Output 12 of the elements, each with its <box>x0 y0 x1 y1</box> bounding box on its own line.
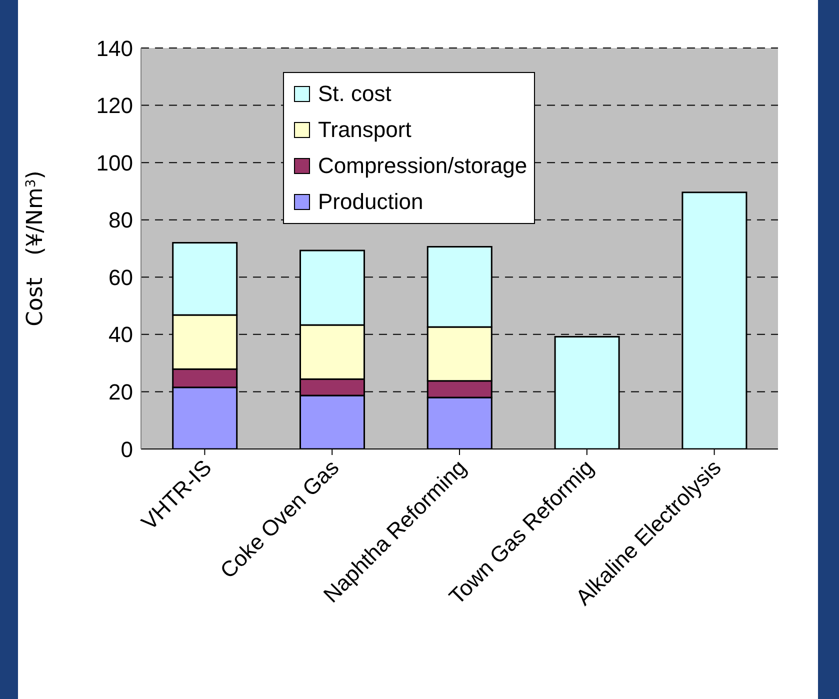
y-tick-label: 20 <box>108 380 133 405</box>
legend-label: Transport <box>318 116 412 144</box>
y-tick-label: 60 <box>108 264 133 290</box>
legend-label: Production <box>318 188 424 216</box>
y-tick-label: 0 <box>120 436 133 462</box>
y-tick-label: 40 <box>108 322 133 348</box>
legend-label: Compression/storage <box>318 152 528 180</box>
y-tick-label: 100 <box>96 150 133 176</box>
y-tick-label: 140 <box>96 36 133 61</box>
y-tick-label: 80 <box>108 208 133 233</box>
legend-label: St. cost <box>318 80 392 108</box>
y-tick-label: 120 <box>96 93 133 118</box>
